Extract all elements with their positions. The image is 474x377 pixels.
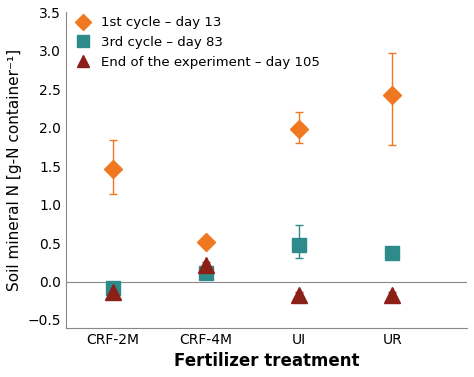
Legend: 1st cycle – day 13, 3rd cycle – day 83, End of the experiment – day 105: 1st cycle – day 13, 3rd cycle – day 83, …	[70, 17, 320, 69]
X-axis label: Fertilizer treatment: Fertilizer treatment	[173, 352, 359, 370]
Y-axis label: Soil mineral N [g-N container⁻¹]: Soil mineral N [g-N container⁻¹]	[7, 49, 22, 291]
